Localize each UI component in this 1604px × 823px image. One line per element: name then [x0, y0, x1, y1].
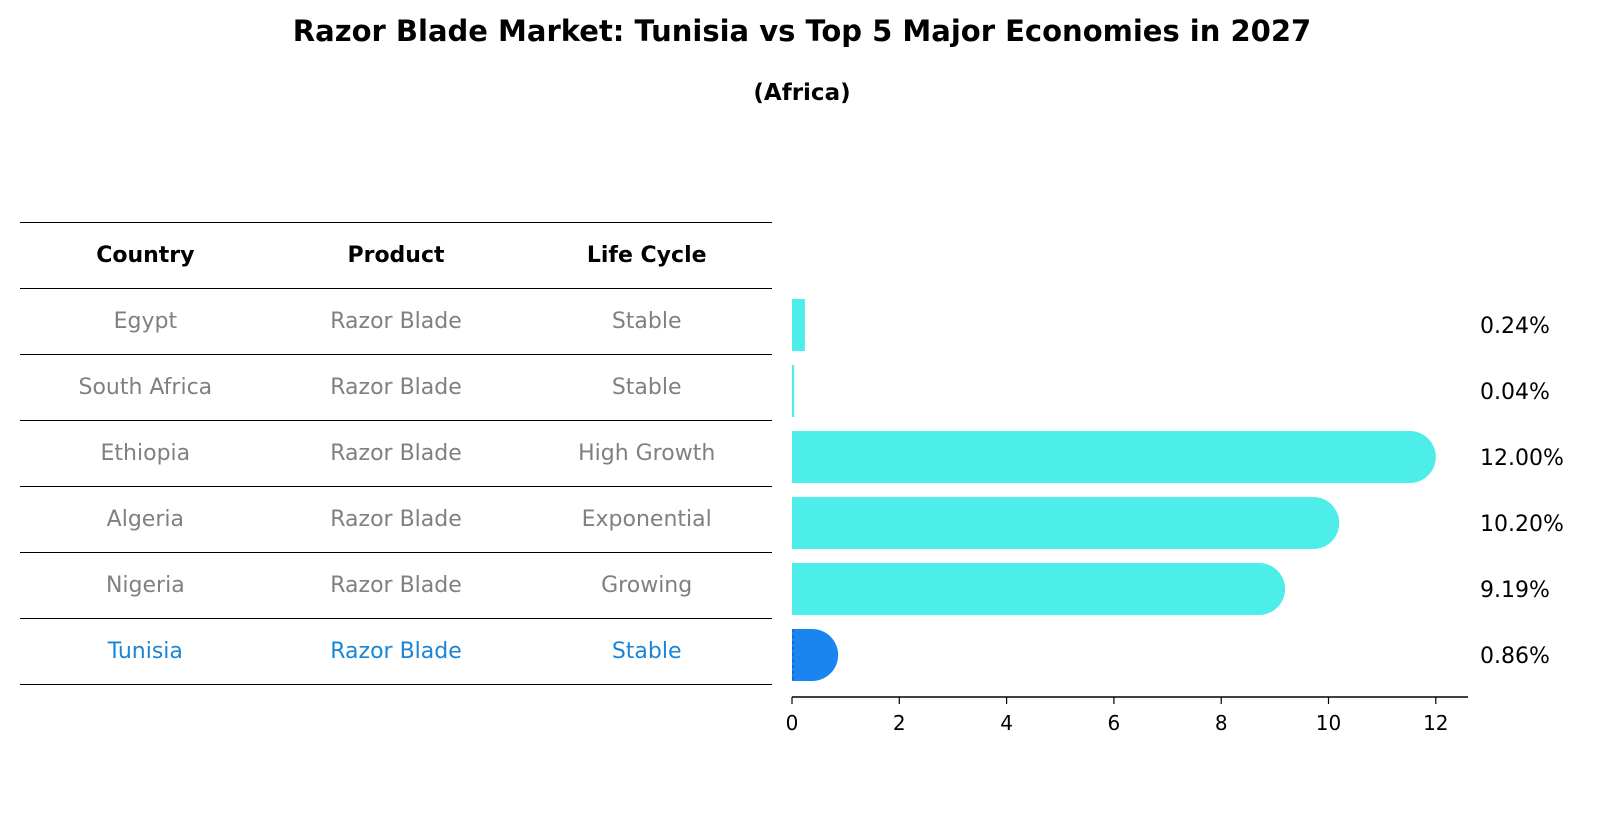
x-tick-label: 10: [1316, 711, 1341, 735]
table-row-highlighted: Tunisia Razor Blade Stable: [20, 618, 772, 685]
table-row: South Africa Razor Blade Stable: [20, 354, 772, 420]
header-product: Product: [347, 243, 445, 268]
table-header-row: Country Product Life Cycle: [20, 222, 772, 288]
country-cell: Ethiopia: [100, 441, 191, 466]
chart-subtitle: (Africa): [753, 80, 851, 106]
header-life-cycle: Life Cycle: [586, 243, 707, 268]
country-cell: South Africa: [78, 375, 213, 400]
country-cell: Egypt: [113, 309, 178, 334]
x-tick-label: 2: [893, 711, 906, 735]
x-tick-label: 12: [1423, 711, 1448, 735]
life-cycle-cell: High Growth: [578, 441, 716, 466]
header-country: Country: [96, 243, 195, 268]
product-cell: Razor Blade: [330, 441, 462, 466]
table-row: Nigeria Razor Blade Growing: [20, 552, 772, 618]
bar-nigeria: [792, 563, 1286, 615]
x-tick-label: 6: [1108, 711, 1121, 735]
life-cycle-cell: Stable: [611, 309, 682, 334]
product-cell: Razor Blade: [330, 639, 462, 664]
x-tick-label: 8: [1215, 711, 1228, 735]
bar-ethiopia: [792, 431, 1436, 483]
product-cell: Razor Blade: [330, 507, 462, 532]
x-tick-label: 0: [786, 711, 799, 735]
bar-algeria: [792, 497, 1340, 549]
value-label-tunisia: 0.86%: [1480, 644, 1550, 669]
life-cycle-cell: Growing: [601, 573, 693, 598]
x-tick-label: 4: [1000, 711, 1013, 735]
bar-south-africa: [792, 365, 795, 417]
country-cell: Tunisia: [107, 639, 183, 664]
life-cycle-cell: Exponential: [581, 507, 712, 532]
table-row: Egypt Razor Blade Stable: [20, 288, 772, 354]
table-row: Ethiopia Razor Blade High Growth: [20, 420, 772, 486]
bar-egypt: [792, 299, 805, 351]
value-label-algeria: 10.20%: [1480, 512, 1564, 537]
table-row: Algeria Razor Blade Exponential: [20, 486, 772, 552]
country-cell: Nigeria: [105, 573, 185, 598]
product-cell: Razor Blade: [330, 375, 462, 400]
country-table: Country Product Life Cycle Egypt Razor B…: [20, 222, 772, 685]
value-label-egypt: 0.24%: [1480, 314, 1550, 339]
country-cell: Algeria: [106, 507, 184, 532]
value-label-ethiopia: 12.00%: [1480, 446, 1564, 471]
bar-tunisia: [792, 629, 839, 681]
life-cycle-cell: Stable: [611, 375, 682, 400]
value-label-nigeria: 9.19%: [1480, 578, 1550, 603]
product-cell: Razor Blade: [330, 573, 462, 598]
chart-title: Razor Blade Market: Tunisia vs Top 5 Maj…: [292, 14, 1312, 48]
product-cell: Razor Blade: [330, 309, 462, 334]
life-cycle-cell: Stable: [611, 639, 682, 664]
value-label-south-africa: 0.04%: [1480, 380, 1550, 405]
